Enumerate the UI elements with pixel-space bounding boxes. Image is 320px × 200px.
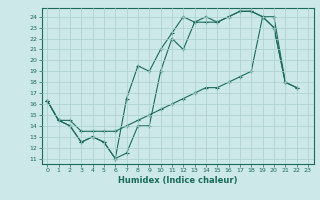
- X-axis label: Humidex (Indice chaleur): Humidex (Indice chaleur): [118, 176, 237, 185]
